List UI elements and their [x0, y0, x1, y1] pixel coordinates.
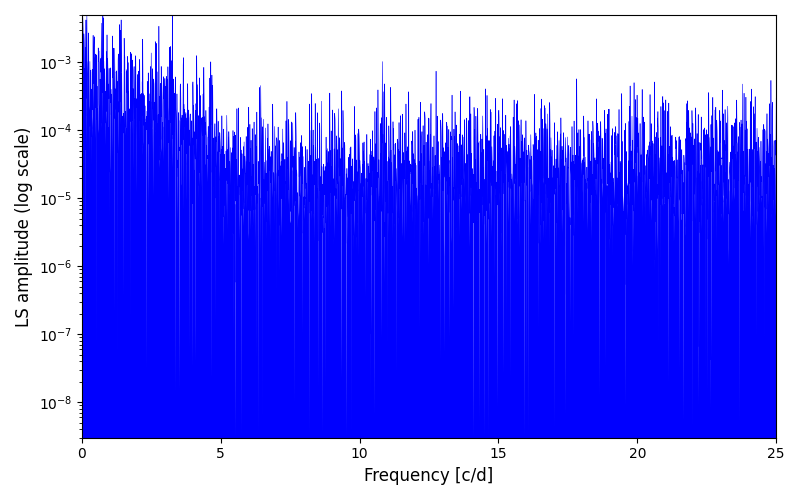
- X-axis label: Frequency [c/d]: Frequency [c/d]: [364, 467, 494, 485]
- Y-axis label: LS amplitude (log scale): LS amplitude (log scale): [15, 126, 33, 326]
